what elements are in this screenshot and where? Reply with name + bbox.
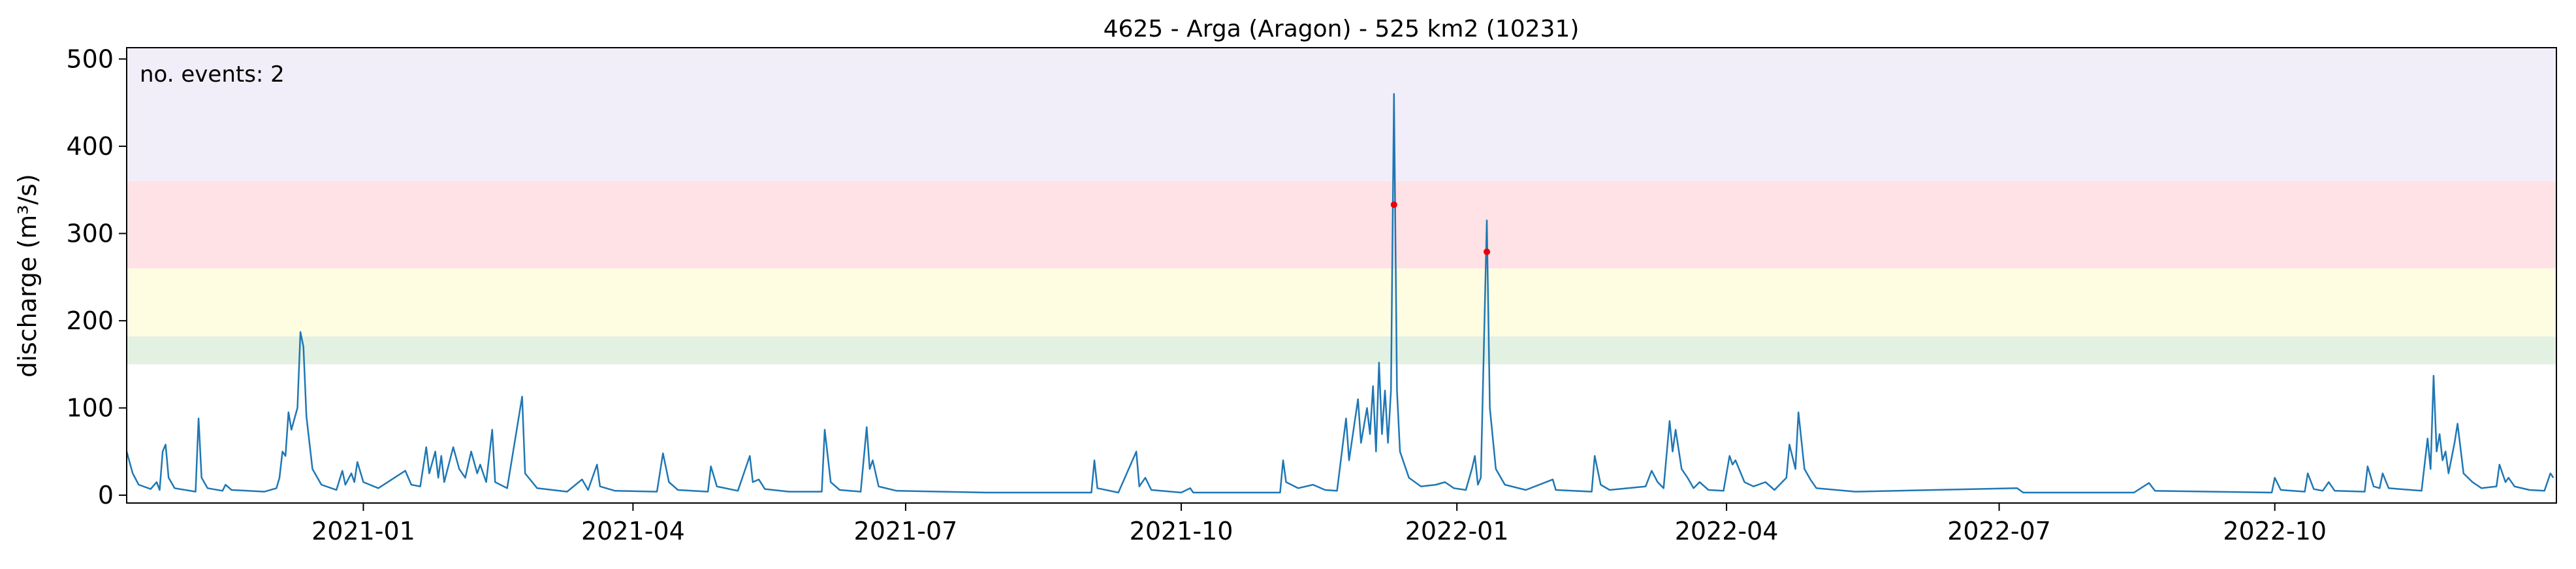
event-point <box>1484 248 1491 255</box>
threshold-band <box>127 336 2556 365</box>
y-tick-label: 0 <box>98 481 114 510</box>
event-point <box>1390 201 1397 208</box>
y-tick-label: 100 <box>66 393 114 422</box>
plot-frame <box>126 47 2557 504</box>
x-tick-label: 2021-01 <box>311 517 415 545</box>
y-tick-label: 300 <box>66 219 114 248</box>
y-tick-label: 200 <box>66 306 114 335</box>
x-tick-label: 2021-04 <box>581 517 685 545</box>
threshold-band <box>127 268 2556 336</box>
x-tick-label: 2022-04 <box>1675 517 1779 545</box>
x-tick-label: 2021-10 <box>1130 517 1233 545</box>
x-tick-label: 2021-07 <box>854 517 958 545</box>
y-tick-label: 400 <box>66 132 114 161</box>
x-tick-label: 2022-07 <box>1947 517 2051 545</box>
chart-title: 4625 - Arga (Aragon) - 525 km2 (10231) <box>1104 16 1580 42</box>
x-tick-label: 2022-10 <box>2223 517 2327 545</box>
y-axis-label: discharge (m³/s) <box>13 174 42 378</box>
events-annotation: no. events: 2 <box>140 61 285 88</box>
x-tick-label: 2022-01 <box>1405 517 1509 545</box>
threshold-band <box>127 181 2556 268</box>
discharge-line <box>125 93 2554 494</box>
y-tick-label: 500 <box>66 44 114 73</box>
threshold-band <box>127 48 2556 182</box>
